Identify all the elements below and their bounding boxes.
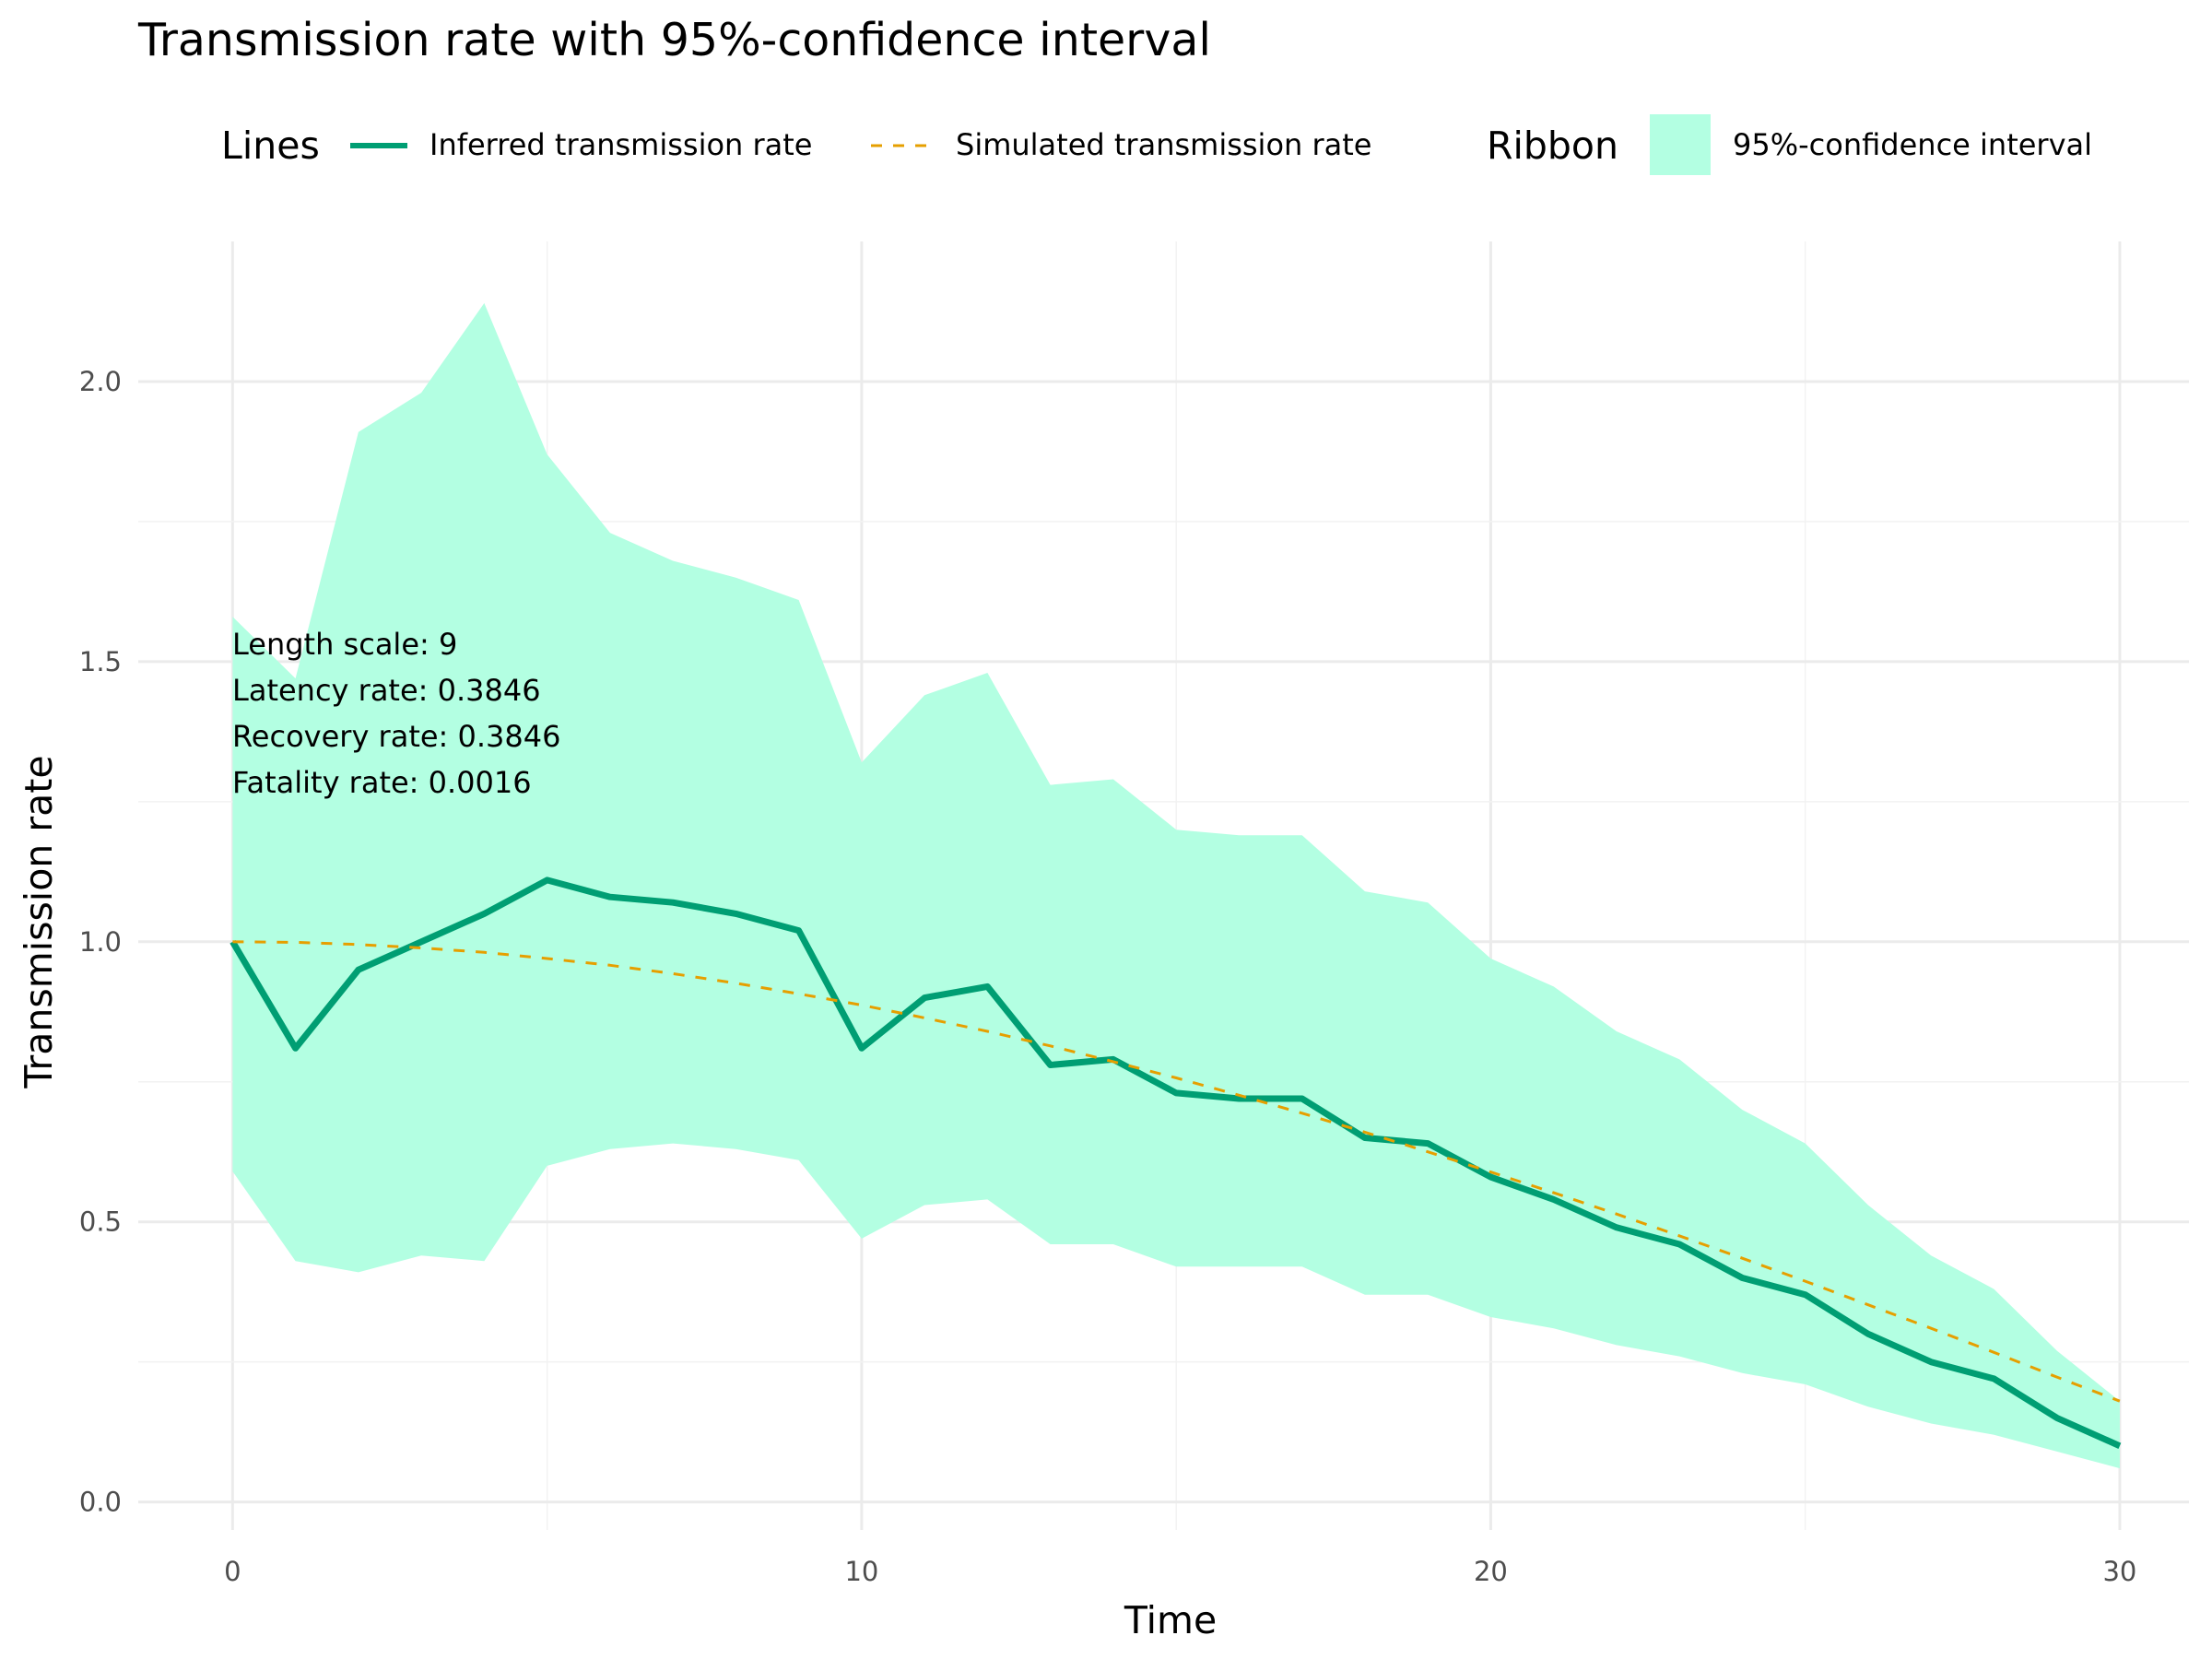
- confidence-ribbon: [232, 302, 2120, 1469]
- y-tick-label: 0.0: [79, 1487, 122, 1518]
- series-line-simulated: [232, 940, 2121, 1403]
- legend-label-simulated: Simulated transmission rate: [956, 127, 1371, 162]
- legend-title-lines: Lines: [221, 124, 320, 168]
- ticks-layer: 0 10 20 30 0.0 0.5 1.0 1.5 2.0: [79, 366, 2137, 1587]
- x-tick-label: 0: [224, 1556, 241, 1587]
- legend: Lines Inferred transmission rate Simulat…: [221, 114, 2092, 175]
- y-axis-title: Transmission rate: [17, 755, 61, 1088]
- x-tick-label: 30: [2102, 1556, 2136, 1587]
- annotations: Length scale: 9 Latency rate: 0.3846 Rec…: [232, 627, 560, 800]
- x-tick-label: 10: [844, 1556, 878, 1587]
- annotation-latency-rate: Latency rate: 0.3846: [232, 673, 541, 708]
- x-axis-title: Time: [1124, 1598, 1217, 1642]
- y-tick-label: 2.0: [79, 366, 122, 397]
- lines-layer: [229, 877, 2122, 1449]
- y-tick-label: 1.5: [79, 646, 122, 677]
- y-tick-label: 0.5: [79, 1206, 122, 1238]
- series-line-inferred: [229, 877, 2122, 1449]
- legend-key-ribbon: [1650, 114, 1711, 175]
- annotation-fatality-rate: Fatality rate: 0.0016: [232, 765, 532, 800]
- chart-title: Transmission rate with 95%-confidence in…: [137, 14, 1211, 66]
- annotation-recovery-rate: Recovery rate: 0.3846: [232, 719, 560, 754]
- x-tick-label: 20: [1474, 1556, 1508, 1587]
- legend-title-ribbon: Ribbon: [1487, 124, 1618, 168]
- annotation-length-scale: Length scale: 9: [232, 627, 457, 662]
- legend-label-inferred: Inferred transmission rate: [429, 127, 812, 162]
- legend-label-ribbon: 95%-confidence interval: [1733, 127, 2092, 162]
- ribbon-layer: [232, 302, 2120, 1469]
- y-tick-label: 1.0: [79, 926, 122, 958]
